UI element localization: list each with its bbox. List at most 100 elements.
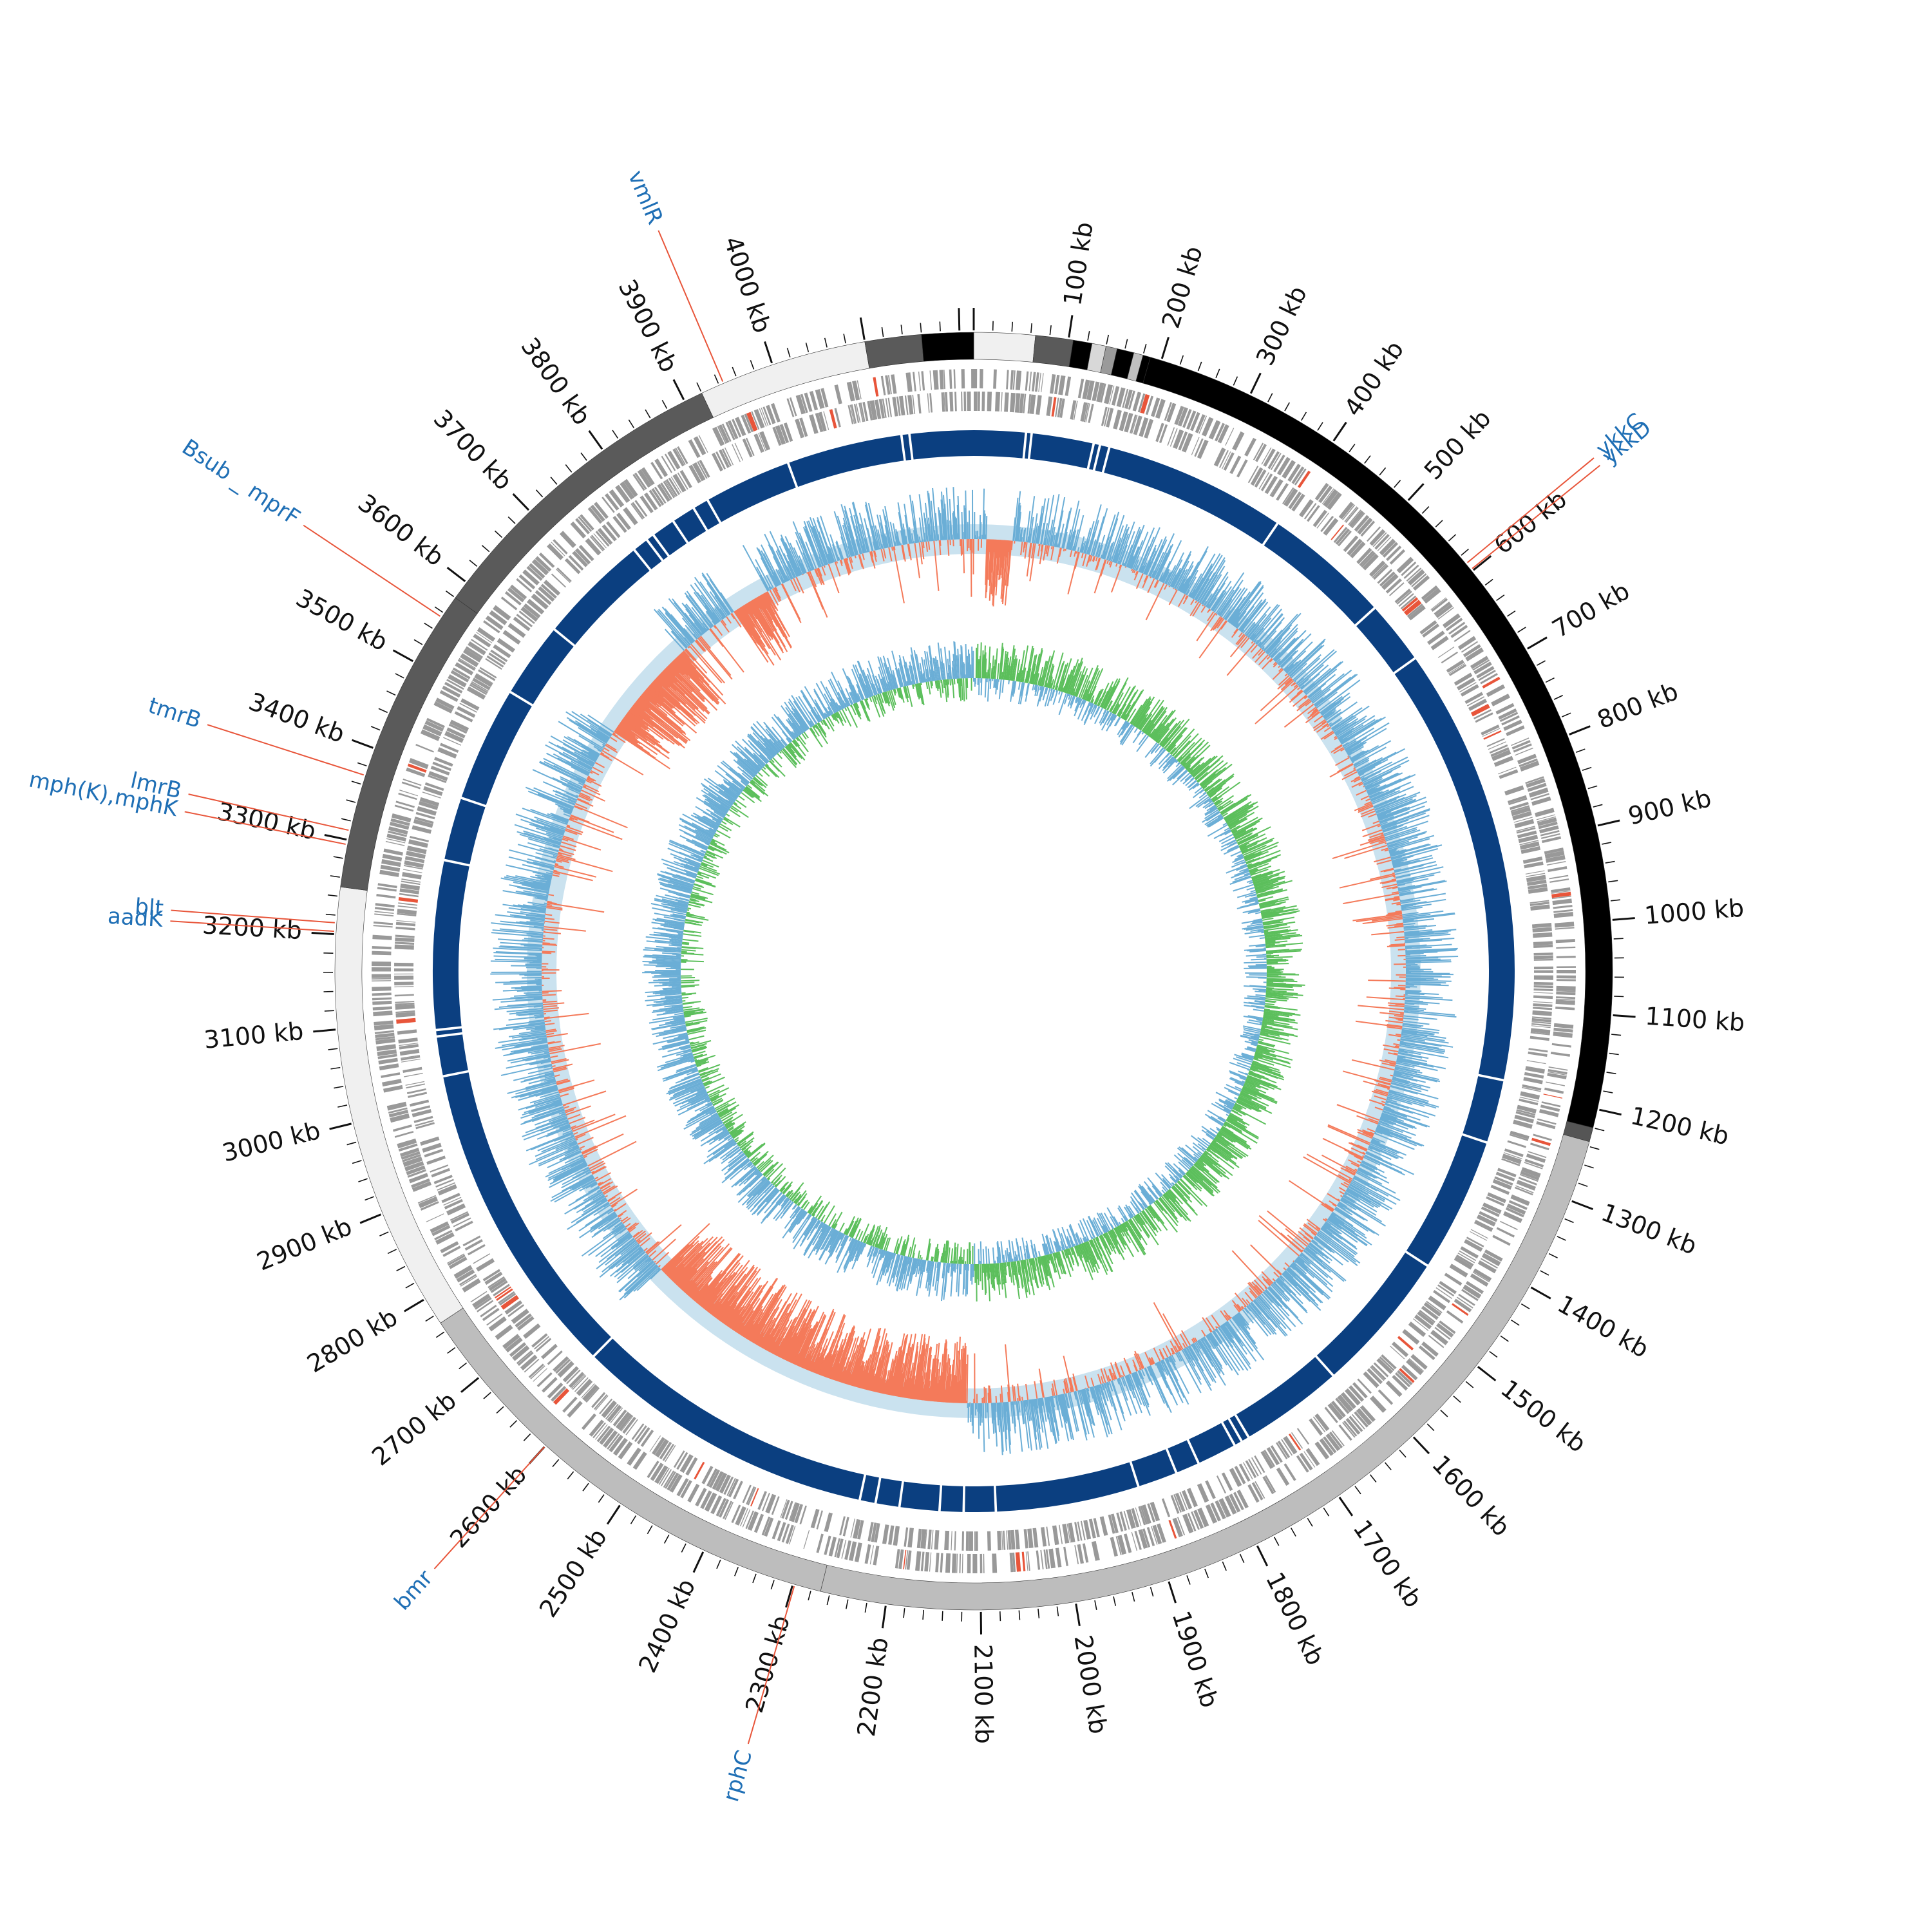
cds-block [860,1475,879,1503]
gc-bar [1115,563,1118,567]
gene-feature [1348,509,1361,526]
gc-bar [1073,545,1076,551]
gene-feature [680,1480,692,1499]
gc-bar [841,1370,848,1383]
gc-bar [1150,1358,1154,1365]
gc-bar [862,1365,869,1389]
gc-bar [1233,586,1264,627]
gc-bar [1100,1368,1106,1383]
gc-bar [1022,1400,1030,1448]
gene-feature [1340,1392,1357,1409]
gc-bar [1133,1353,1142,1370]
gc-bar [1371,1090,1388,1097]
gc-bar [909,1346,919,1399]
gc-bar [859,1369,866,1388]
gc-bar [1282,1273,1311,1302]
gc-bar [1285,1270,1294,1279]
gene-feature [407,763,427,773]
gene-feature [448,1256,468,1269]
gene-feature [448,723,468,734]
gc-bar [1215,1329,1244,1371]
gc-bar [1233,1316,1258,1349]
gc-bar [1180,1330,1191,1346]
gene-feature [1299,499,1314,518]
gc-bar [1257,1296,1287,1329]
gc-bar [1327,1126,1370,1146]
gene-feature [1495,1171,1515,1182]
gc-bar [744,1323,754,1338]
gc-bar [1065,549,1066,551]
gc-bar [1251,641,1254,644]
gc-bar [1245,606,1271,637]
gc-bar [1400,899,1414,903]
gc-bar [1380,1084,1390,1089]
gene-feature [1503,719,1522,731]
gene-feature [880,375,886,395]
gc-bar [987,539,990,580]
gc-bar [1072,529,1079,551]
gc-bar [1189,1345,1199,1361]
gc-bar [688,1286,698,1297]
gc-bar [1393,1074,1418,1082]
gc-bar [1394,898,1400,900]
gc-bar [1170,567,1182,587]
gc-bar [722,1302,738,1323]
gc-bar [797,1321,819,1367]
gene-feature [1122,388,1129,408]
gene-feature [1459,1250,1477,1262]
gene-feature [744,413,754,433]
gene-feature [1086,380,1095,401]
gene-feature [618,1414,633,1431]
gc-bar [1327,1218,1343,1230]
gene-feature [974,369,978,389]
gc-bar [1392,1079,1422,1088]
gene-feature [581,1413,597,1430]
gene-feature [395,942,415,945]
gc-bar [1394,864,1424,873]
gene-feature [1538,821,1558,829]
gene-feature [701,1466,714,1484]
gc-bar [1030,1399,1037,1440]
gc-bar [1095,558,1101,570]
gene-feature [906,1550,912,1570]
gc-bar [682,1280,693,1291]
gene-feature [941,392,945,412]
gene-feature [1106,408,1114,428]
gene-feature [1041,373,1044,393]
gene-feature [1449,1264,1468,1278]
gc-bar [1403,925,1414,928]
gc-bar [1367,1128,1376,1133]
gc-bar [1050,535,1054,546]
gene-feature [394,944,414,950]
gc-bar [1141,562,1148,574]
gene-feature [1463,644,1481,658]
gc-bar [1356,1170,1383,1185]
gc-bar [1308,1243,1324,1256]
gc-bar [1297,1256,1305,1264]
gc-bar [1298,1256,1334,1287]
gc-bar [1311,1240,1323,1251]
gc-bar [1305,692,1307,695]
gene-feature [1531,922,1552,929]
gc-bar [1129,1374,1142,1405]
gene-feature [1132,392,1142,412]
gc-bar [1144,561,1151,575]
gc-bar [1392,861,1401,865]
gene-feature [732,419,742,438]
gene-feature [1370,1365,1387,1380]
gc-bar [1396,874,1411,879]
gc-bar [1405,976,1451,978]
gc-bar [1202,574,1222,605]
gc-bar [1150,1365,1172,1414]
gene-feature [1023,1529,1028,1549]
gc-bar [1383,1108,1408,1117]
gene-feature [408,1092,428,1099]
gc-bar [1149,1365,1169,1408]
gc-bar [614,1251,645,1278]
gc-bar [1103,1383,1106,1389]
gene-feature [399,888,419,895]
gc-bar [1334,1208,1351,1219]
gc-bar [1037,544,1041,556]
gc-bar [1025,1400,1032,1451]
gc-bar [930,1355,936,1401]
